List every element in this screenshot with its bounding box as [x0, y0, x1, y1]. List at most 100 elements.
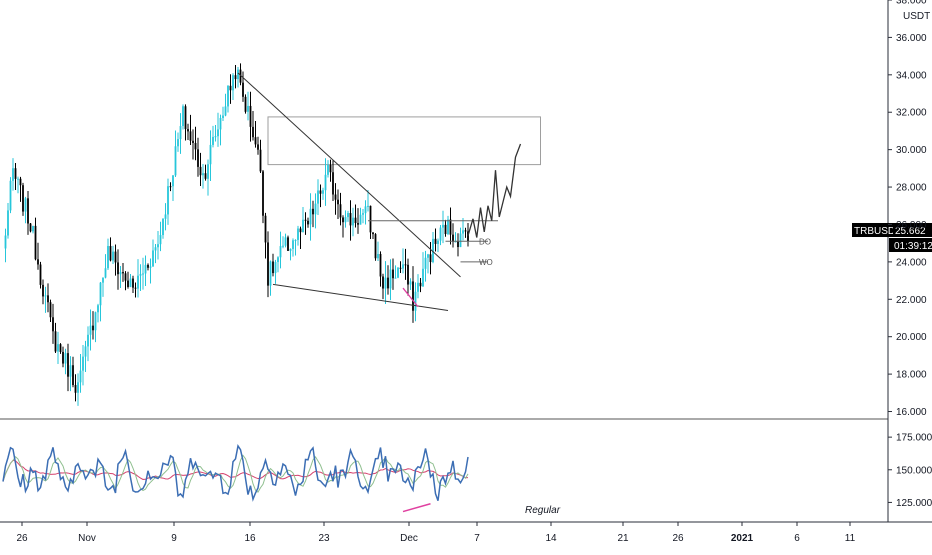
countdown-badge-bg [889, 238, 932, 252]
candle-body [357, 223, 359, 225]
candle-body [14, 168, 17, 179]
candle-body [69, 365, 72, 377]
candle-body [447, 219, 449, 235]
candle-body [419, 282, 422, 287]
candle-body [429, 254, 432, 263]
candle-body [104, 268, 107, 278]
candle-body [9, 180, 12, 211]
candle-body [157, 244, 159, 248]
candle-body [334, 194, 337, 200]
candle-body [402, 264, 404, 269]
candle-body [379, 253, 382, 277]
candle-body [302, 219, 304, 233]
candle-body [72, 365, 74, 386]
candle-body [149, 266, 152, 268]
time-tick-label: Nov [78, 533, 96, 544]
candle-body [122, 272, 124, 274]
candle-body [367, 205, 369, 207]
candle-body [322, 190, 324, 194]
last-price-badge-bg [893, 223, 932, 237]
candle-body [284, 237, 287, 246]
candle-body [307, 220, 309, 225]
candle-body [34, 225, 37, 260]
candle-body [207, 164, 209, 179]
candle-body [427, 254, 429, 258]
candle-body [87, 334, 89, 347]
time-tick-label: Dec [400, 533, 418, 544]
labels-layer: USDT TRBUSDT 25.662 01:39:12 Regular 16.… [16, 0, 932, 544]
price-divergence-line [402, 287, 419, 308]
candle-body [214, 136, 217, 138]
candle-body [397, 267, 399, 278]
candle-body [389, 269, 392, 289]
candle-body [169, 186, 172, 188]
candle-body [192, 140, 194, 143]
candle-body [189, 131, 192, 141]
candle-body [24, 198, 27, 212]
candle-body [382, 276, 384, 289]
candle-body [174, 146, 177, 176]
candle-body [314, 203, 317, 215]
candle-body [164, 214, 167, 219]
candle-body [317, 190, 319, 204]
candle-body [439, 227, 442, 241]
candle-body [57, 344, 59, 352]
candle-body [152, 250, 154, 267]
candle-body [292, 240, 294, 249]
candle-body [142, 273, 144, 275]
candle-body [59, 344, 62, 352]
candle-body [299, 228, 302, 233]
candle-body [364, 206, 367, 214]
time-tick-label: 6 [794, 533, 800, 544]
candle-body [167, 186, 169, 215]
time-tick-label: 16 [244, 533, 256, 544]
candle-body [369, 205, 372, 233]
price-tick-label: 32.000 [896, 108, 927, 119]
candle-body [119, 272, 122, 275]
price-tick-label: 16.000 [896, 407, 927, 418]
candle-body [109, 246, 112, 261]
candle-body [79, 370, 82, 383]
candle-body [137, 275, 139, 289]
candle-body [312, 208, 314, 215]
candle-body [229, 85, 232, 91]
candle-body [84, 346, 87, 357]
candle-body [309, 208, 312, 225]
candle-body [449, 219, 452, 235]
candle-body [294, 239, 297, 241]
candle-body [349, 213, 352, 226]
candle-body [144, 264, 147, 274]
candle-body [359, 214, 362, 225]
trendline [237, 72, 461, 278]
candle-body [274, 262, 277, 274]
candle-body [132, 278, 134, 288]
candle-body [52, 317, 54, 332]
candle-body [424, 257, 427, 269]
candle-body [177, 139, 179, 147]
price-tick-label: 28.000 [896, 183, 927, 194]
candle-body [7, 210, 9, 236]
time-tick-label: 9 [171, 533, 177, 544]
candle-body [372, 232, 374, 235]
candle-body [259, 149, 262, 172]
candle-body [254, 137, 257, 145]
candle-body [37, 259, 39, 265]
candle-body [134, 287, 137, 289]
candle-body [377, 253, 379, 259]
candle-body [442, 224, 444, 228]
price-tick-label: 38.000 [896, 0, 927, 7]
candle-body [282, 245, 284, 247]
candle-body [257, 144, 259, 150]
candle-body [197, 149, 199, 167]
candle-body [107, 246, 109, 269]
candle-body [232, 75, 234, 91]
candle-body [154, 247, 157, 251]
price-tick-label: 18.000 [896, 370, 927, 381]
candle-body [29, 223, 32, 232]
osc-tick-label: 175.000 [896, 433, 932, 444]
candle-body [412, 281, 414, 311]
oscillator-fast-line [2, 454, 469, 493]
candle-body [297, 228, 299, 240]
oscillator-main-line [2, 444, 469, 502]
